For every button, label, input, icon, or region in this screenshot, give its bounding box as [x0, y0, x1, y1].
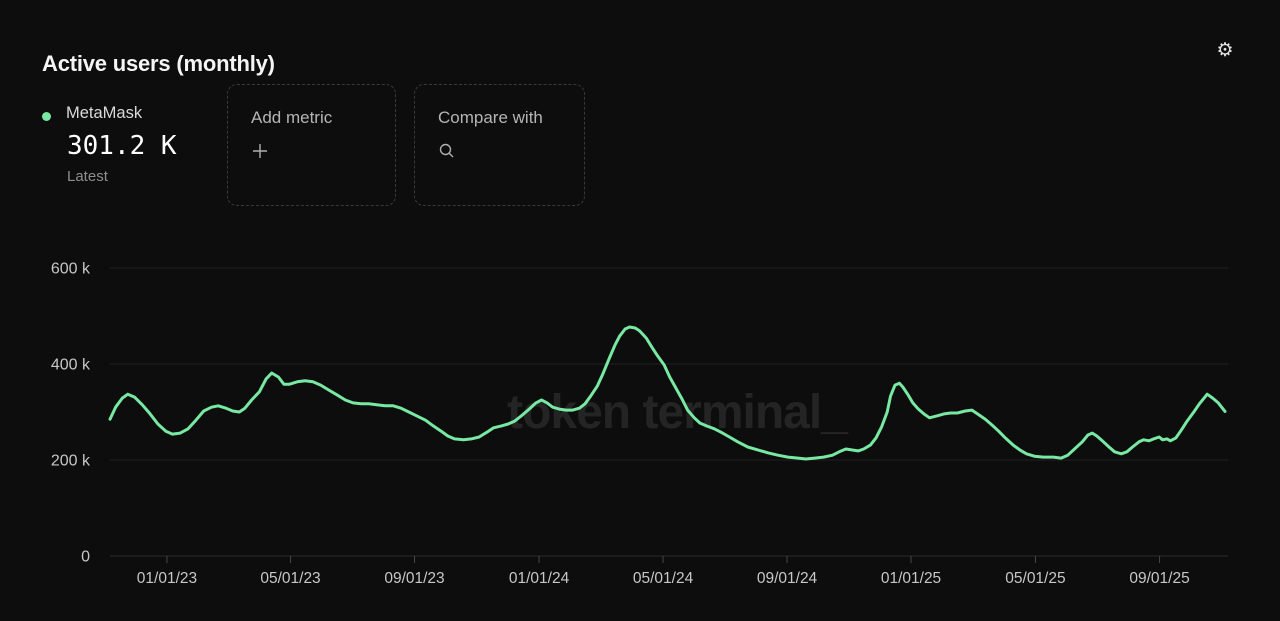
x-tick-label: 05/01/24: [633, 570, 694, 587]
x-tick-label: 05/01/23: [260, 570, 320, 587]
x-tick-label: 05/01/25: [1005, 570, 1065, 587]
x-tick-label: 09/01/23: [384, 570, 444, 587]
y-tick-label: 0: [81, 549, 90, 566]
compare-with-button[interactable]: Compare with: [414, 84, 585, 206]
add-metric-label: Add metric: [251, 108, 333, 127]
add-metric-button[interactable]: Add metric: [227, 84, 396, 206]
legend-caption: Latest: [67, 168, 108, 185]
plus-icon: [251, 142, 269, 160]
search-icon: [438, 142, 456, 160]
x-tick-label: 01/01/23: [137, 570, 197, 587]
metamask-series-line: [108, 325, 1227, 461]
y-tick-label: 200 k: [51, 453, 91, 470]
x-tick-label: 01/01/24: [509, 570, 570, 587]
legend-dot: [42, 112, 51, 121]
x-tick-label: 09/01/24: [757, 570, 818, 587]
x-tick-label: 01/01/25: [881, 570, 941, 587]
chart-axes: 600 k 400 k 200 k 0 01/01/23 05/01/23 09/01/23…: [51, 261, 1190, 588]
legend-latest-value: 301.2 K: [67, 131, 177, 161]
x-tick-label: 09/01/25: [1129, 570, 1189, 587]
chart-grid: [110, 267, 1228, 557]
page-title: Active users (monthly): [42, 50, 275, 76]
legend-name: MetaMask: [66, 104, 143, 122]
y-tick-label: 600 k: [51, 261, 91, 278]
gear-icon[interactable]: ⚙: [1212, 38, 1238, 64]
compare-with-label: Compare with: [438, 108, 543, 127]
y-tick-label: 400 k: [51, 357, 91, 374]
